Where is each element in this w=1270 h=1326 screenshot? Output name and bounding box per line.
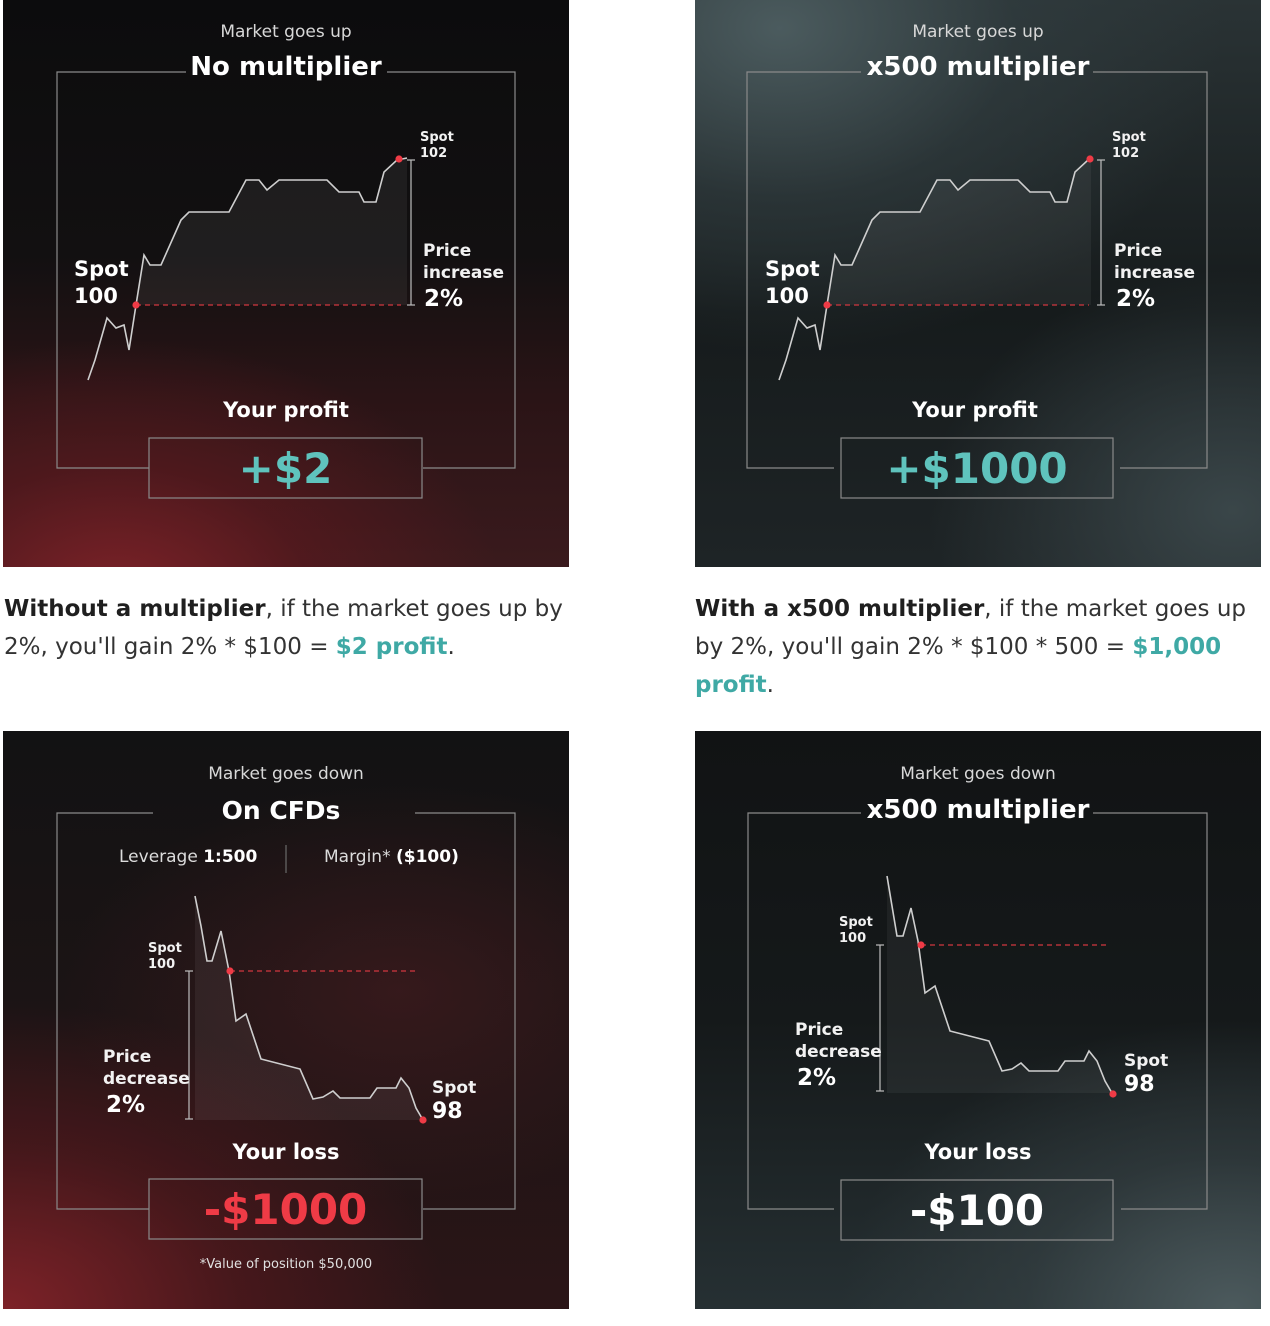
caption-no-multiplier: Without a multiplier, if the market goes…	[4, 590, 564, 666]
panel-subtitle: Market goes down	[900, 764, 1056, 784]
panel-subtitle: Market goes down	[208, 764, 364, 784]
result-value: +$2	[238, 443, 333, 493]
price-change-percent: 2%	[797, 1065, 837, 1091]
price-change-percent: 2%	[1116, 286, 1156, 312]
result-label: Your loss	[232, 1140, 340, 1164]
spot-end-value: 102	[420, 146, 448, 161]
margin-info: Margin* ($100)	[324, 847, 459, 867]
caption-end: .	[766, 672, 774, 698]
caption-end: .	[447, 634, 455, 660]
margin-value: ($100)	[395, 847, 459, 867]
caption-bold: Without a multiplier	[4, 596, 266, 622]
panel-x500-multiplier-up: Market goes up x500 multiplier Spot 102 …	[695, 0, 1261, 567]
caption-text: , if the market goes up by 2%, you'll ga…	[695, 596, 1247, 660]
panel-title: No multiplier	[190, 52, 382, 82]
chart-area-fill	[827, 158, 1091, 305]
result-box	[148, 437, 423, 499]
spot-end-label: Spot	[420, 130, 454, 145]
result-label: Your profit	[912, 398, 1038, 422]
caption-highlight: $1,000 profit	[695, 634, 1222, 698]
price-line	[87, 157, 408, 381]
caption-text: , if the market goes up by 2%, you'll ga…	[4, 596, 563, 660]
price-change-line2: decrease	[795, 1042, 882, 1062]
price-line	[778, 157, 1092, 381]
price-change-line1: Price	[103, 1047, 152, 1067]
panel-x500-multiplier-down: Market goes down x500 multiplier Spot 10…	[695, 731, 1261, 1309]
result-box	[840, 1179, 1114, 1241]
price-change-line1: Price	[795, 1020, 844, 1040]
footnote: *Value of position $50,000	[199, 1257, 373, 1272]
spot-end-value: 98	[432, 1099, 463, 1124]
spot-start-marker	[226, 967, 234, 975]
result-value: -$1000	[203, 1184, 368, 1234]
spot-end-label: Spot	[1112, 130, 1146, 145]
spot-start-label: Spot	[839, 915, 873, 930]
spot-end-marker	[419, 1116, 427, 1124]
panel-frame	[746, 71, 1208, 499]
spot-start-label: Spot	[765, 257, 820, 281]
result-label: Your loss	[924, 1140, 1032, 1164]
margin-label: Margin*	[324, 847, 391, 867]
spot-end-marker	[395, 155, 403, 163]
spot-start-label: Spot	[74, 257, 129, 281]
panel-subtitle: Market goes up	[220, 22, 352, 42]
result-value: +$1000	[886, 443, 1068, 493]
panel-frame	[747, 812, 1208, 1241]
spot-start-value: 100	[765, 284, 809, 308]
price-change-line2: increase	[423, 263, 505, 283]
panel-title: On CFDs	[221, 796, 341, 825]
spot-end-label: Spot	[432, 1078, 477, 1098]
price-line	[886, 875, 1113, 1094]
panel-cfd-down: Market goes down On CFDs Leverage 1:500 …	[3, 731, 569, 1309]
panel-frame	[56, 812, 516, 1240]
price-change-percent: 2%	[424, 286, 464, 312]
spot-start-value: 100	[148, 957, 176, 972]
caption-x500-multiplier: With a x500 multiplier, if the market go…	[695, 590, 1255, 704]
panel-subtitle: Market goes up	[912, 22, 1044, 42]
spot-end-label: Spot	[1124, 1051, 1169, 1071]
leverage-info: Leverage 1:500	[119, 847, 257, 867]
caption-highlight: $2 profit	[335, 634, 448, 660]
leverage-value: 1:500	[203, 847, 258, 867]
spot-end-value: 102	[1112, 146, 1140, 161]
spot-start-marker	[917, 941, 925, 949]
panel-frame	[56, 71, 516, 499]
chart-area-fill	[136, 158, 407, 305]
price-change-line1: Price	[423, 241, 472, 261]
panel-title: x500 multiplier	[866, 52, 1090, 82]
spot-start-marker	[823, 301, 831, 309]
price-change-line2: decrease	[103, 1069, 190, 1089]
result-box	[840, 437, 1114, 499]
chart-area-fill	[887, 876, 1112, 1093]
spot-end-marker	[1086, 155, 1094, 163]
result-value: -$100	[909, 1185, 1045, 1235]
spot-start-label: Spot	[148, 941, 182, 956]
price-line	[194, 895, 424, 1121]
price-change-line1: Price	[1114, 241, 1163, 261]
spot-end-value: 98	[1124, 1072, 1155, 1097]
price-change-line2: increase	[1114, 263, 1196, 283]
result-box	[148, 1178, 423, 1240]
leverage-label: Leverage	[119, 847, 198, 867]
spot-end-marker	[1109, 1090, 1117, 1098]
caption-bold: With a x500 multiplier	[695, 596, 985, 622]
spot-start-value: 100	[74, 284, 118, 308]
panel-title: x500 multiplier	[866, 795, 1090, 825]
price-change-percent: 2%	[106, 1092, 146, 1118]
result-label: Your profit	[223, 398, 349, 422]
spot-start-marker	[132, 301, 140, 309]
chart-area-fill	[195, 896, 423, 1120]
spot-start-value: 100	[839, 931, 867, 946]
panel-no-multiplier-up: Market goes up No multiplier Spot 102 Sp…	[3, 0, 569, 567]
